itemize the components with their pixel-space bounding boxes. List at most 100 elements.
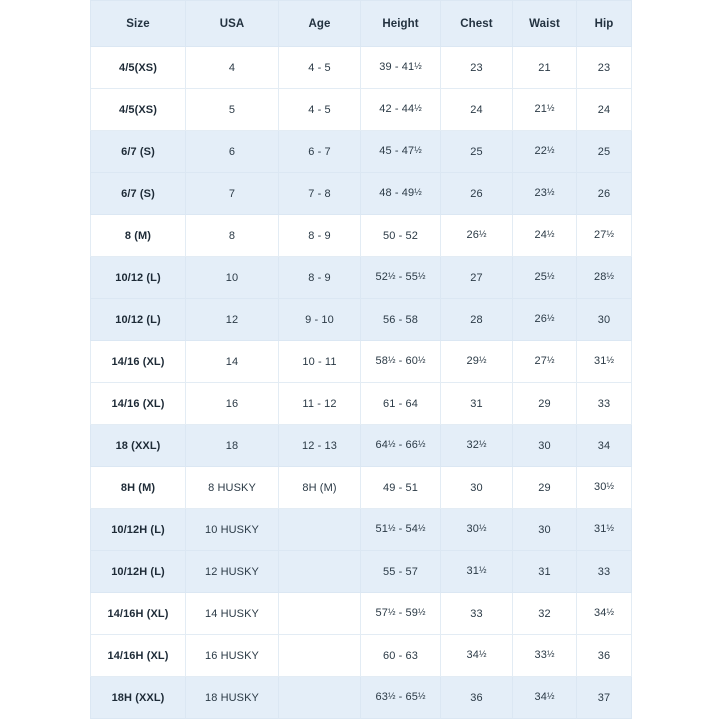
cell-chest: 33 [440,592,513,635]
cell-height: 45 - 47½ [360,130,441,173]
cell-waist: 30 [512,508,577,551]
cell-height: 39 - 41½ [360,46,441,89]
table-row: 14/16 (XL) 14 10 - 11 58½ - 60½ 29½ 27½ 31½ [90,340,632,383]
table-row: 8H (M) 8 HUSKY 8H (M) 49 - 51 30 29 30½ [90,466,632,509]
cell-size: 8 (M) [90,214,186,257]
cell-height: 55 - 57 [360,550,441,593]
cell-hip: 34½ [576,592,632,635]
cell-usa: 16 HUSKY [185,634,279,677]
cell-chest: 26½ [440,214,513,257]
cell-waist: 29 [512,382,577,425]
cell-hip: 24 [576,88,632,131]
cell-usa: 14 [185,340,279,383]
cell-age: 8 - 9 [278,256,361,299]
column-header-usa: USA [185,0,279,47]
table-row: 10/12 (L) 10 8 - 9 52½ - 55½ 27 25½ 28½ [90,256,632,299]
cell-usa: 10 [185,256,279,299]
size-chart-container: Size USA Age Height Chest Waist Hip 4/5(XS) 4 4 … [90,0,632,719]
cell-usa: 10 HUSKY [185,508,279,551]
cell-usa: 7 [185,172,279,215]
cell-usa: 8 [185,214,279,257]
cell-waist: 31 [512,550,577,593]
cell-size: 18H (XXL) [90,676,186,719]
cell-hip: 33 [576,382,632,425]
cell-usa: 14 HUSKY [185,592,279,635]
cell-size: 14/16H (XL) [90,592,186,635]
cell-chest: 31 [440,382,513,425]
cell-hip: 25 [576,130,632,173]
cell-size: 10/12 (L) [90,256,186,299]
table-body: 4/5(XS) 4 4 - 5 39 - 41½ 23 21 23 4/5(XS) 5 4 - 5… [90,46,632,719]
cell-chest: 36 [440,676,513,719]
cell-hip: 36 [576,634,632,677]
cell-hip: 30½ [576,466,632,509]
table-row: 8 (M) 8 8 - 9 50 - 52 26½ 24½ 27½ [90,214,632,257]
cell-age: 4 - 5 [278,46,361,89]
cell-waist: 21 [512,46,577,89]
cell-height: 56 - 58 [360,298,441,341]
column-header-height: Height [360,0,441,47]
header-row: Size USA Age Height Chest Waist Hip [90,0,632,47]
cell-size: 10/12H (L) [90,508,186,551]
cell-size: 8H (M) [90,466,186,509]
table-row: 14/16H (XL) 14 HUSKY 57½ - 59½ 33 32 34½ [90,592,632,635]
cell-age [278,634,361,677]
cell-waist: 33½ [512,634,577,677]
cell-waist: 24½ [512,214,577,257]
cell-hip: 33 [576,550,632,593]
cell-usa: 4 [185,46,279,89]
cell-height: 61 - 64 [360,382,441,425]
cell-height: 57½ - 59½ [360,592,441,635]
table-row: 10/12 (L) 12 9 - 10 56 - 58 28 26½ 30 [90,298,632,341]
table-row: 14/16 (XL) 16 11 - 12 61 - 64 31 29 33 [90,382,632,425]
cell-chest: 27 [440,256,513,299]
cell-chest: 26 [440,172,513,215]
cell-waist: 34½ [512,676,577,719]
cell-height: 58½ - 60½ [360,340,441,383]
table-row: 10/12H (L) 10 HUSKY 51½ - 54½ 30½ 30 31½ [90,508,632,551]
cell-size: 6/7 (S) [90,172,186,215]
cell-age: 12 - 13 [278,424,361,467]
cell-height: 48 - 49½ [360,172,441,215]
cell-height: 52½ - 55½ [360,256,441,299]
cell-waist: 21½ [512,88,577,131]
cell-hip: 28½ [576,256,632,299]
table-row: 18 (XXL) 18 12 - 13 64½ - 66½ 32½ 30 34 [90,424,632,467]
cell-hip: 30 [576,298,632,341]
cell-height: 42 - 44½ [360,88,441,131]
cell-chest: 31½ [440,550,513,593]
table-header: Size USA Age Height Chest Waist Hip [90,0,632,47]
cell-size: 18 (XXL) [90,424,186,467]
column-header-hip: Hip [576,0,632,47]
cell-waist: 23½ [512,172,577,215]
table-row: 4/5(XS) 4 4 - 5 39 - 41½ 23 21 23 [90,46,632,89]
cell-height: 60 - 63 [360,634,441,677]
table-row: 14/16H (XL) 16 HUSKY 60 - 63 34½ 33½ 36 [90,634,632,677]
cell-usa: 5 [185,88,279,131]
column-header-chest: Chest [440,0,513,47]
cell-age: 8H (M) [278,466,361,509]
column-header-age: Age [278,0,361,47]
cell-chest: 25 [440,130,513,173]
cell-waist: 29 [512,466,577,509]
table-row: 4/5(XS) 5 4 - 5 42 - 44½ 24 21½ 24 [90,88,632,131]
cell-hip: 26 [576,172,632,215]
cell-hip: 27½ [576,214,632,257]
column-header-size: Size [90,0,186,47]
cell-usa: 18 HUSKY [185,676,279,719]
cell-age [278,676,361,719]
cell-hip: 23 [576,46,632,89]
cell-height: 51½ - 54½ [360,508,441,551]
cell-usa: 12 [185,298,279,341]
cell-age: 9 - 10 [278,298,361,341]
cell-age [278,550,361,593]
table-row: 6/7 (S) 6 6 - 7 45 - 47½ 25 22½ 25 [90,130,632,173]
cell-waist: 32 [512,592,577,635]
cell-hip: 37 [576,676,632,719]
cell-usa: 8 HUSKY [185,466,279,509]
cell-size: 4/5(XS) [90,46,186,89]
cell-chest: 24 [440,88,513,131]
cell-waist: 26½ [512,298,577,341]
size-chart-table: Size USA Age Height Chest Waist Hip 4/5(XS) 4 4 … [90,0,632,719]
cell-height: 50 - 52 [360,214,441,257]
